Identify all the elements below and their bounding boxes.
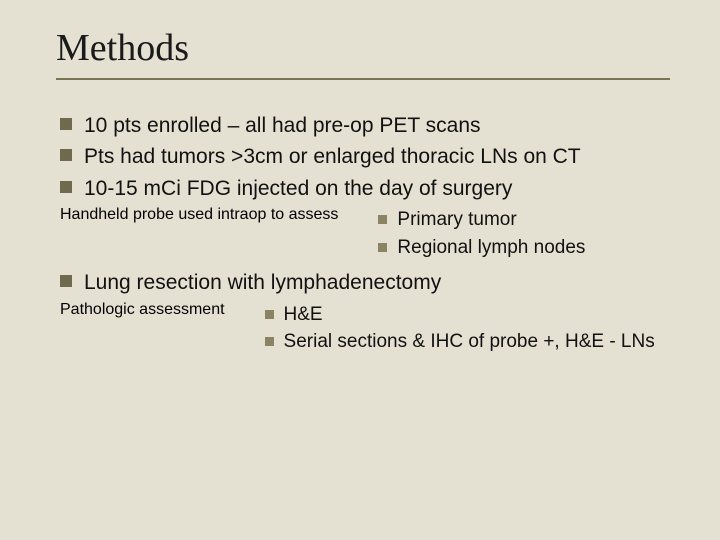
list-item: 10 pts enrolled – all had pre-op PET sca… (60, 112, 670, 139)
list-item-text: Regional lymph nodes (397, 236, 585, 261)
bullet-list: 10 pts enrolled – all had pre-op PET sca… (60, 112, 670, 360)
list-item-text: 10-15 mCi FDG injected on the day of sur… (84, 175, 512, 202)
square-bullet-icon (265, 310, 274, 319)
title-block: Methods (56, 26, 670, 80)
list-item: Regional lymph nodes (378, 236, 585, 261)
square-bullet-icon (60, 118, 72, 130)
sub-bullet-list: Primary tumor Regional lymph nodes (338, 208, 585, 263)
list-item: 10-15 mCi FDG injected on the day of sur… (60, 175, 670, 202)
list-item-text: Pts had tumors >3cm or enlarged thoracic… (84, 143, 581, 170)
square-bullet-icon (60, 275, 72, 287)
square-bullet-icon (265, 337, 274, 346)
list-item-text: 10 pts enrolled – all had pre-op PET sca… (84, 112, 481, 139)
list-item-text: Lung resection with lymphadenectomy (84, 269, 441, 296)
slide-title: Methods (56, 26, 670, 74)
list-item: H&E (265, 303, 655, 328)
list-item: Serial sections & IHC of probe +, H&E - … (265, 330, 655, 355)
list-item: Pts had tumors >3cm or enlarged thoracic… (60, 143, 670, 170)
list-item-text: Primary tumor (397, 208, 516, 233)
square-bullet-icon (60, 149, 72, 161)
square-bullet-icon (378, 215, 387, 224)
square-bullet-icon (378, 243, 387, 252)
slide-body: 10 pts enrolled – all had pre-op PET sca… (56, 90, 670, 360)
list-item-text: Pathologic assessment (60, 301, 225, 319)
title-underline (56, 78, 670, 80)
list-item-text: Handheld probe used intraop to assess (60, 206, 338, 224)
list-item: Primary tumor (378, 208, 585, 233)
list-item: Pathologic assessment H&E Serial section… (60, 301, 670, 360)
list-item-text: Serial sections & IHC of probe +, H&E - … (284, 330, 655, 355)
sub-bullet-list: H&E Serial sections & IHC of probe +, H&… (225, 303, 655, 358)
slide: Methods 10 pts enrolled – all had pre-op… (0, 0, 720, 540)
list-item-text: H&E (284, 303, 323, 328)
square-bullet-icon (60, 181, 72, 193)
list-item: Lung resection with lymphadenectomy (60, 269, 670, 296)
list-item: Handheld probe used intraop to assess Pr… (60, 206, 670, 265)
